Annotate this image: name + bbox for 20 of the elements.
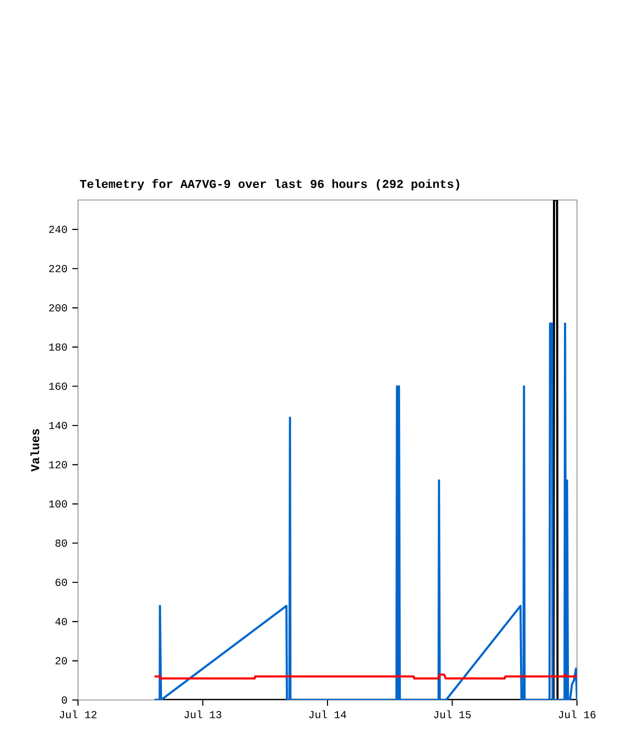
y-tick-label: 240 [49, 226, 67, 234]
y-tick-label: 200 [49, 304, 67, 312]
x-tick-label: Jul 13 [184, 710, 222, 718]
y-tick-label: 0 [62, 696, 67, 704]
y-tick-label: 60 [56, 578, 67, 586]
x-tick-label: Jul 16 [558, 710, 596, 718]
y-tick-label: 120 [49, 461, 67, 468]
x-tick-label: Jul 12 [60, 710, 96, 718]
y-axis-title: Values [30, 429, 40, 472]
x-tick-label: Jul 14 [309, 710, 346, 718]
y-tick-label: 160 [49, 382, 67, 390]
y-tick-label: 140 [49, 422, 67, 430]
y-tick-label: 220 [49, 265, 67, 272]
y-tick-label: 80 [55, 540, 67, 547]
x-tick-label: Jul 15 [434, 710, 471, 718]
y-tick-label: 20 [56, 657, 67, 664]
chart-title: Telemetry for AA7VG-9 over last 96 hours (292 points) [80, 179, 460, 190]
y-tick-label: 40 [55, 618, 67, 626]
y-tick-label: 100 [49, 500, 67, 508]
y-tick-label: 180 [49, 343, 67, 351]
